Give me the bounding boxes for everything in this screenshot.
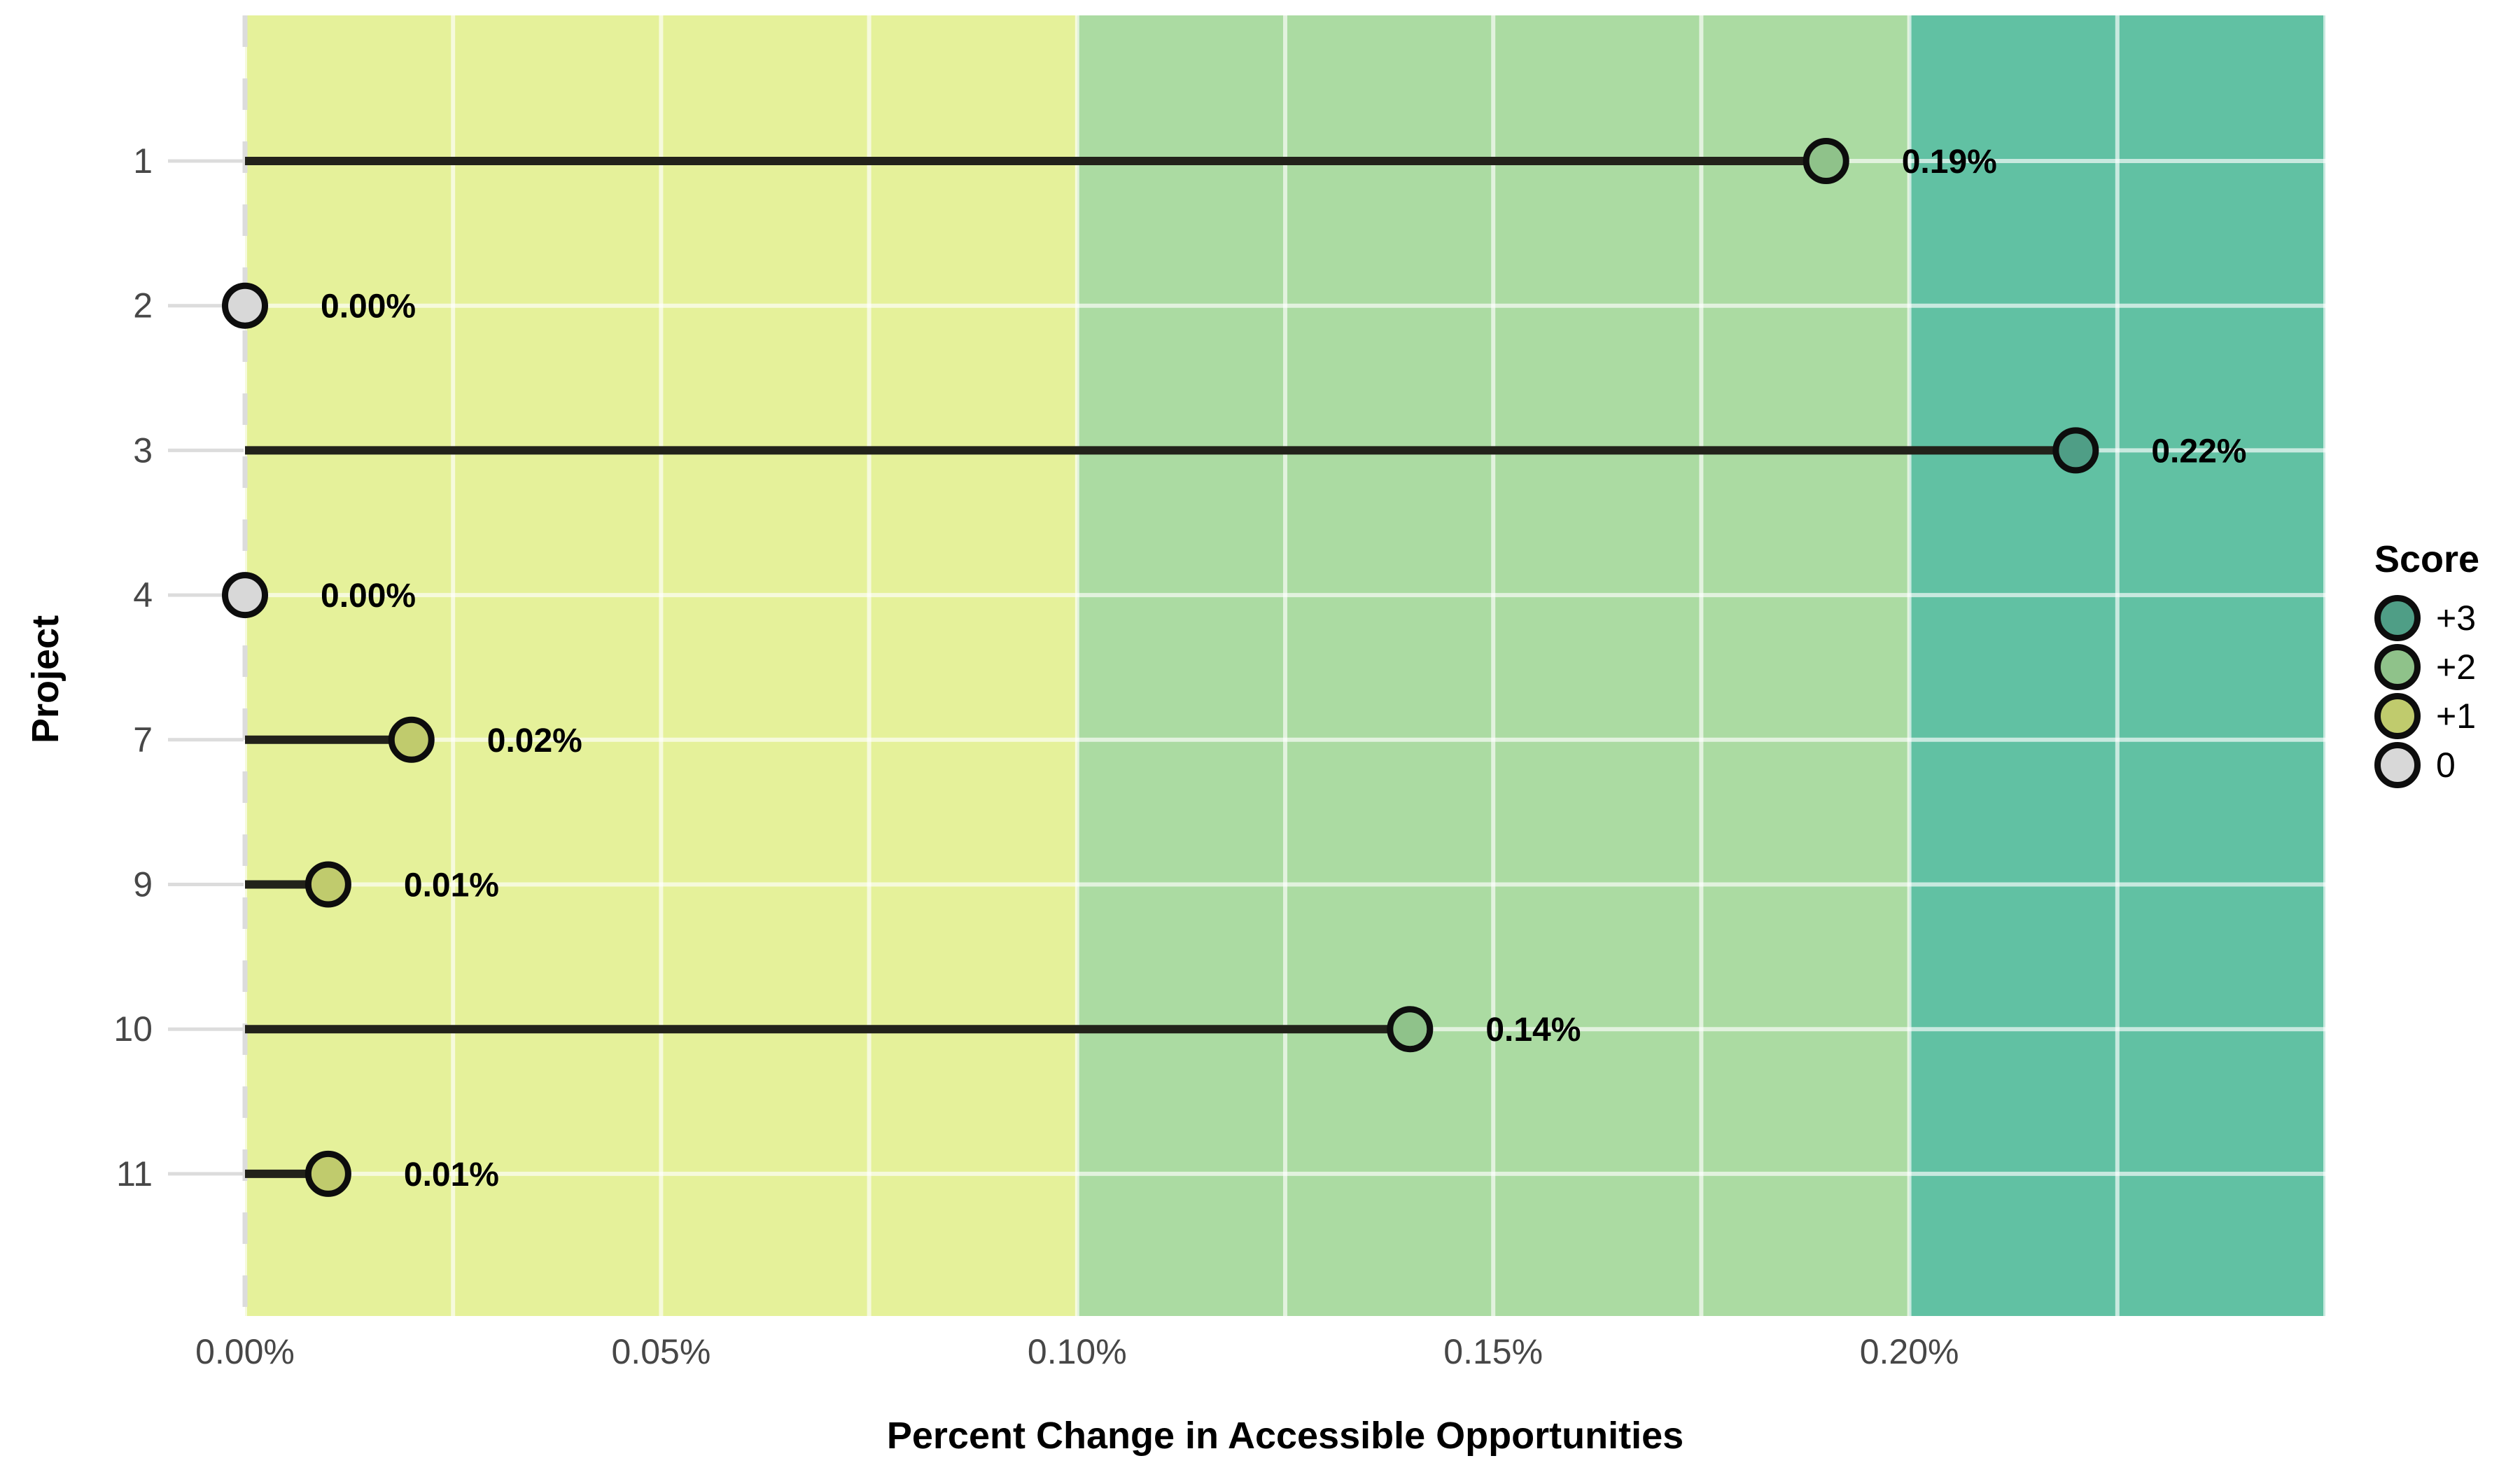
legend-swatch-icon — [2374, 644, 2421, 690]
y-tick-label-project-2: 2 — [133, 286, 153, 326]
y-tick-label-project-9: 9 — [133, 865, 153, 904]
dot-project-3 — [2052, 427, 2099, 474]
legend-items: +3 +2 +1 0 — [2374, 595, 2479, 788]
legend: Score +3 +2 +1 0 — [2374, 538, 2479, 791]
dot-project-11 — [304, 1150, 351, 1197]
legend-item-plus3: +3 — [2374, 595, 2479, 641]
value-label-project-11: 0.01% — [404, 1156, 499, 1194]
y-tick-label-project-11: 11 — [116, 1154, 153, 1194]
legend-item-label: +1 — [2436, 696, 2477, 736]
legend-swatch-icon — [2374, 595, 2421, 641]
dot-project-4 — [222, 572, 268, 619]
legend-item-label: +2 — [2436, 648, 2477, 687]
legend-item-plus1: +1 — [2374, 693, 2479, 739]
legend-item-plus2: +2 — [2374, 644, 2479, 690]
value-label-project-9: 0.01% — [404, 867, 499, 904]
value-label-project-10: 0.14% — [1485, 1011, 1581, 1049]
dot-project-2 — [222, 282, 268, 329]
x-tick-label-0.15%: 0.15% — [1443, 1332, 1543, 1371]
value-label-project-2: 0.00% — [321, 288, 416, 326]
legend-title: Score — [2374, 538, 2480, 580]
legend-item-0: 0 — [2374, 742, 2479, 788]
x-tick-label-0.05%: 0.05% — [612, 1332, 711, 1371]
legend-item-label: 0 — [2436, 746, 2456, 785]
dot-project-1 — [1802, 138, 1849, 184]
dot-project-7 — [388, 716, 435, 763]
y-tick-label-project-7: 7 — [133, 720, 153, 760]
legend-item-label: +3 — [2436, 598, 2477, 638]
x-axis-title: Percent Change in Accessible Opportuniti… — [886, 1415, 1684, 1457]
x-tick-label-0.00%: 0.00% — [195, 1332, 295, 1371]
x-tick-label-0.10%: 0.10% — [1028, 1332, 1127, 1371]
value-label-project-7: 0.02% — [487, 722, 582, 760]
dot-project-9 — [304, 861, 351, 908]
y-tick-label-project-4: 4 — [133, 575, 153, 615]
dot-project-10 — [1387, 1006, 1434, 1053]
legend-swatch-icon — [2374, 693, 2421, 739]
value-label-project-1: 0.19% — [1902, 144, 1997, 181]
y-tick-label-project-10: 10 — [113, 1009, 153, 1049]
y-tick-label-project-3: 3 — [133, 430, 153, 470]
legend-swatch-icon — [2374, 742, 2421, 788]
y-tick-label-project-1: 1 — [133, 141, 153, 181]
value-label-project-4: 0.00% — [321, 578, 416, 615]
value-label-project-3: 0.22% — [2151, 433, 2246, 470]
x-tick-label-0.20%: 0.20% — [1860, 1332, 1959, 1371]
y-axis-title: Project — [24, 615, 66, 743]
